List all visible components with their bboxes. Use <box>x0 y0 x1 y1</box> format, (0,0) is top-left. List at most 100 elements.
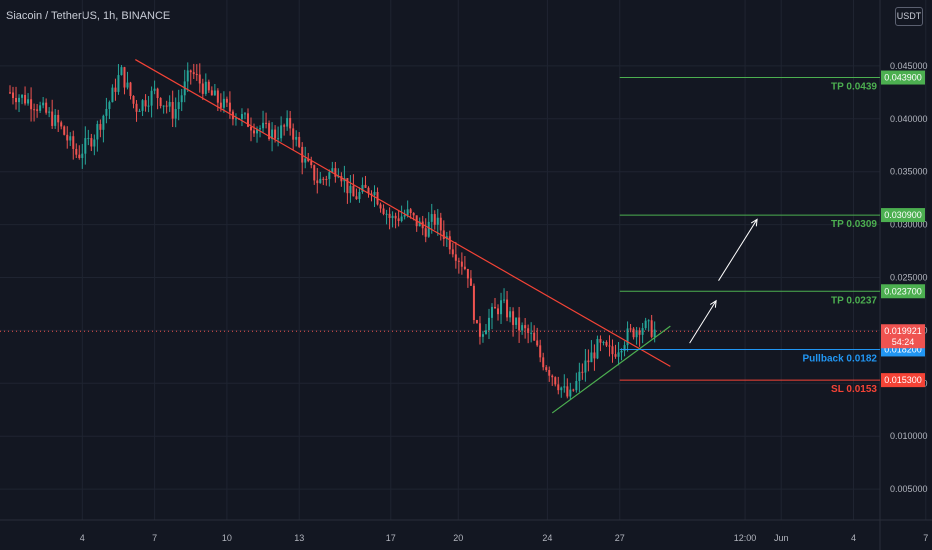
candle-down <box>506 299 509 318</box>
candle-up <box>484 330 487 335</box>
candle-down <box>460 261 463 267</box>
candle-up <box>271 129 274 140</box>
candle-down <box>346 178 349 194</box>
candle-down <box>548 370 551 376</box>
candle-down <box>632 328 635 338</box>
target-level-label: TP 0.0439 <box>831 82 877 93</box>
candle-down <box>340 176 343 182</box>
candle-up <box>286 118 289 127</box>
stop-price-tag <box>881 373 925 388</box>
candle-down <box>334 168 337 177</box>
candle-down <box>439 217 442 231</box>
current-price-tag <box>881 324 925 349</box>
candle-down <box>144 100 147 107</box>
candle-up <box>48 111 51 113</box>
candle-down <box>78 154 81 159</box>
target-price-tag <box>881 208 925 223</box>
candles <box>9 62 656 400</box>
candle-up <box>150 90 153 106</box>
candle-down <box>310 161 313 166</box>
candle-up <box>117 75 120 92</box>
candle-down <box>524 325 527 329</box>
candle-down <box>210 90 213 96</box>
price-tick-label: 0.045000 <box>890 61 928 71</box>
candle-down <box>545 367 548 371</box>
currency-button[interactable]: USDT <box>895 7 923 26</box>
time-tick-label: 4 <box>851 533 856 543</box>
target-price-tag <box>881 284 925 299</box>
candle-down <box>581 371 584 373</box>
candle-up <box>617 352 620 357</box>
candle-down <box>156 88 159 99</box>
candle-down <box>554 377 557 385</box>
time-tick-label: Jun <box>774 533 789 543</box>
candle-up <box>358 191 361 200</box>
candle-down <box>283 125 286 127</box>
candle-up <box>400 216 403 221</box>
candle-up <box>259 128 262 130</box>
candle-up <box>126 82 129 88</box>
candle-up <box>81 153 84 159</box>
candle-up <box>168 102 171 107</box>
candle-up <box>177 102 180 109</box>
candle-up <box>391 215 394 219</box>
candle-up <box>481 334 484 337</box>
candle-down <box>587 360 590 363</box>
projection-arrow-shaft <box>689 300 717 344</box>
price-tick-label: 0.035000 <box>890 167 928 177</box>
candle-up <box>42 102 45 106</box>
candle-down <box>551 375 554 378</box>
candle-down <box>325 178 328 180</box>
candle-down <box>201 83 204 94</box>
candle-up <box>93 139 96 147</box>
candle-down <box>66 134 69 141</box>
candle-down <box>228 102 231 112</box>
candle-up <box>406 209 409 216</box>
candle-down <box>268 123 271 140</box>
time-tick-label: 10 <box>222 533 232 543</box>
candle-up <box>262 122 265 129</box>
candle-down <box>355 196 358 200</box>
candle-up <box>162 105 165 107</box>
candle-down <box>99 124 102 130</box>
candle-up <box>361 184 364 192</box>
candle-up <box>186 70 189 82</box>
target-price-tag-text: 0.043900 <box>884 73 922 83</box>
projection-arrow-head <box>750 218 758 227</box>
candle-down <box>192 72 195 75</box>
candle-down <box>171 102 174 119</box>
candle-down <box>307 158 310 162</box>
candle-up <box>280 125 283 139</box>
candle-down <box>629 328 632 330</box>
candle-down <box>313 165 316 181</box>
candle-down <box>60 122 63 127</box>
target-price-tag-text: 0.030900 <box>884 210 922 220</box>
candle-down <box>457 260 460 262</box>
candle-up <box>102 115 105 130</box>
candle-up <box>234 118 237 120</box>
candle-down <box>114 87 117 92</box>
time-tick-label: 17 <box>386 533 396 543</box>
candle-down <box>463 266 466 270</box>
candle-up <box>243 113 246 115</box>
candle-down <box>316 180 319 184</box>
time-tick-label: 4 <box>80 533 85 543</box>
candle-up <box>69 136 72 141</box>
candle-down <box>472 285 475 321</box>
candle-down <box>198 74 201 84</box>
time-tick-label: 24 <box>542 533 552 543</box>
candle-up <box>295 136 298 140</box>
candle-up <box>39 105 42 111</box>
candle-up <box>427 221 430 237</box>
target-level-label: TP 0.0309 <box>831 219 877 230</box>
candle-down <box>424 228 427 237</box>
candle-down <box>24 94 27 104</box>
candle-up <box>626 328 629 346</box>
pullback-level-label: Pullback 0.0182 <box>803 353 878 364</box>
candle-up <box>180 95 183 103</box>
candle-up <box>138 110 141 112</box>
candle-down <box>246 113 249 127</box>
arrows <box>689 218 758 344</box>
candle-up <box>84 138 87 154</box>
